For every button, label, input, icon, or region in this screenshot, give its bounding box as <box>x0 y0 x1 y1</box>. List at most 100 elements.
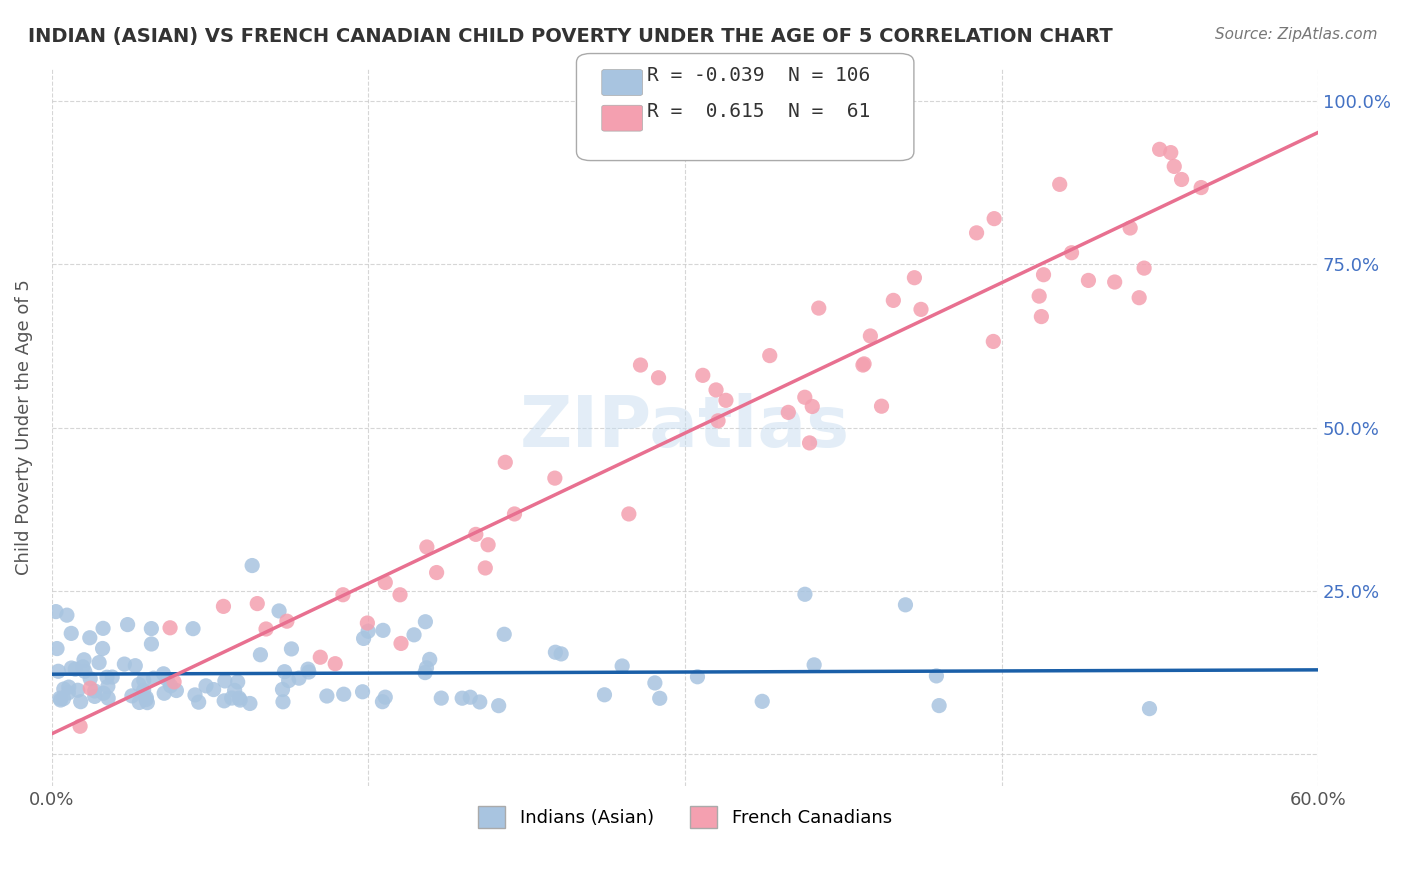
Point <box>494 455 516 469</box>
Point <box>288 671 311 685</box>
Point <box>464 527 486 541</box>
Point <box>870 399 893 413</box>
Point <box>468 695 491 709</box>
Point <box>212 694 235 708</box>
Point <box>983 211 1005 226</box>
Point <box>267 604 290 618</box>
Point <box>73 653 96 667</box>
Point <box>1133 261 1156 276</box>
Point <box>356 615 378 630</box>
Point <box>477 538 499 552</box>
Point <box>195 679 218 693</box>
Point <box>1060 245 1083 260</box>
Point <box>474 561 496 575</box>
Point <box>153 686 176 700</box>
Point <box>228 691 250 706</box>
Point <box>97 691 120 706</box>
Point <box>419 652 441 666</box>
Text: R = -0.039  N = 106: R = -0.039 N = 106 <box>647 66 870 86</box>
Point <box>202 682 225 697</box>
Point <box>83 684 105 698</box>
Point <box>882 293 904 308</box>
Point <box>544 471 567 485</box>
Point <box>184 688 207 702</box>
Point <box>214 673 236 688</box>
Point <box>128 677 150 691</box>
Point <box>1170 172 1192 186</box>
Point <box>58 686 80 700</box>
Point <box>72 660 94 674</box>
Point <box>793 587 815 601</box>
Point <box>758 349 780 363</box>
Text: INDIAN (ASIAN) VS FRENCH CANADIAN CHILD POVERTY UNDER THE AGE OF 5 CORRELATION C: INDIAN (ASIAN) VS FRENCH CANADIAN CHILD … <box>28 27 1114 45</box>
Point <box>141 622 163 636</box>
Point <box>374 575 396 590</box>
Point <box>928 698 950 713</box>
Point <box>165 683 187 698</box>
Point <box>240 558 263 573</box>
Point <box>141 637 163 651</box>
Point <box>413 665 436 680</box>
Point <box>910 302 932 317</box>
Point <box>686 670 709 684</box>
Point <box>1149 142 1171 156</box>
Point <box>323 657 346 671</box>
Point <box>1077 273 1099 287</box>
Point <box>801 400 824 414</box>
Point <box>1139 701 1161 715</box>
Point <box>371 695 394 709</box>
Point <box>79 631 101 645</box>
Point <box>966 226 988 240</box>
Point <box>45 605 67 619</box>
Point <box>451 691 474 706</box>
Point <box>692 368 714 383</box>
Point <box>121 689 143 703</box>
Point <box>63 662 86 676</box>
Point <box>751 694 773 708</box>
Point <box>981 334 1004 349</box>
Point <box>97 679 120 693</box>
Point <box>903 270 925 285</box>
Point <box>152 666 174 681</box>
Point <box>544 645 567 659</box>
Point <box>142 671 165 685</box>
Point <box>159 679 181 693</box>
Point <box>426 566 449 580</box>
Point <box>135 692 157 706</box>
Point <box>73 665 96 679</box>
Point <box>704 383 727 397</box>
Point <box>925 669 948 683</box>
Point <box>1128 291 1150 305</box>
Point <box>415 615 437 629</box>
Point <box>550 647 572 661</box>
Point <box>488 698 510 713</box>
Point <box>46 665 69 679</box>
Point <box>249 648 271 662</box>
Point <box>648 691 671 706</box>
Point <box>181 622 204 636</box>
Point <box>353 632 375 646</box>
Point <box>297 662 319 676</box>
Point <box>277 673 299 688</box>
Legend: Indians (Asian), French Canadians: Indians (Asian), French Canadians <box>471 798 898 835</box>
Point <box>1031 310 1053 324</box>
Point <box>136 696 159 710</box>
Point <box>1049 178 1071 192</box>
Point <box>617 507 640 521</box>
Point <box>778 405 800 419</box>
Point <box>315 689 337 703</box>
Point <box>371 624 394 638</box>
Point <box>707 414 730 428</box>
Point <box>46 641 69 656</box>
Point <box>135 690 157 705</box>
Point <box>96 670 118 684</box>
Point <box>49 693 72 707</box>
Point <box>91 621 114 635</box>
Point <box>69 695 91 709</box>
Point <box>159 621 181 635</box>
Point <box>357 624 380 639</box>
Text: ZIPatlas: ZIPatlas <box>520 393 851 462</box>
Point <box>630 358 652 372</box>
Point <box>132 683 155 698</box>
Point <box>52 691 75 706</box>
